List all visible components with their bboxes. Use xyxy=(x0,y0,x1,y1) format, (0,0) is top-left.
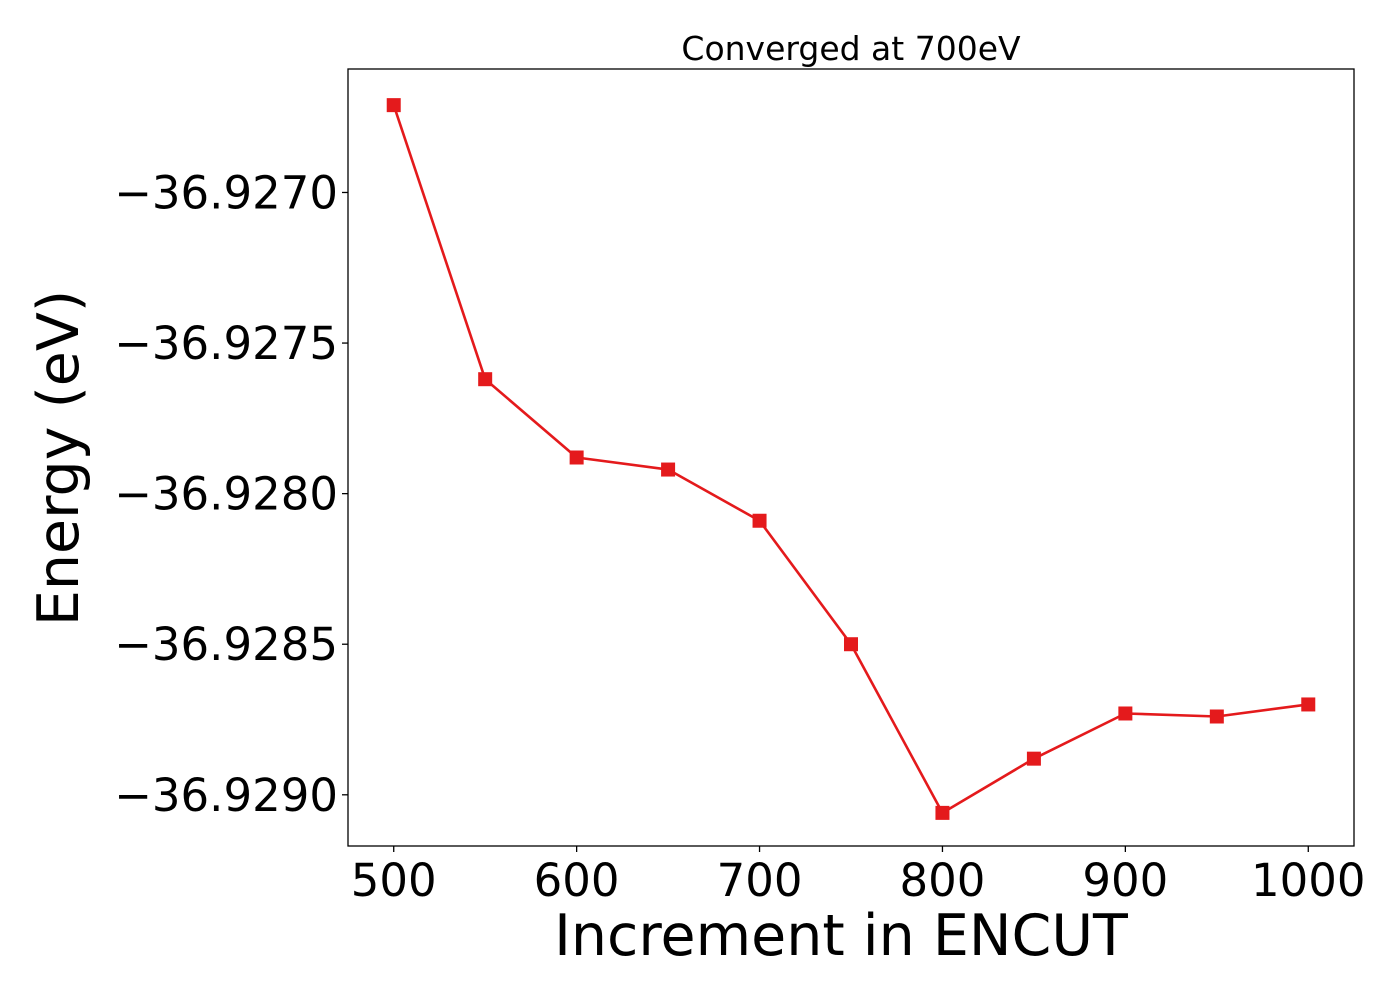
chart-title: Converged at 700eV xyxy=(681,29,1021,68)
x-tick-label: 800 xyxy=(900,854,986,907)
x-axis-label: Increment in ENCUT xyxy=(554,903,1128,969)
data-point-marker xyxy=(569,450,584,465)
series-line xyxy=(392,104,1309,815)
data-point-marker xyxy=(1026,751,1041,766)
data-point-marker xyxy=(752,513,767,528)
data-point-marker xyxy=(1209,709,1224,724)
y-axis-label: Energy (eV) xyxy=(26,290,92,626)
x-tick-label: 900 xyxy=(1082,854,1168,907)
data-point-marker xyxy=(478,372,493,387)
x-tick-label: 600 xyxy=(534,854,620,907)
y-tick-label: −36.9280 xyxy=(114,468,338,521)
data-point-marker xyxy=(1301,697,1316,712)
x-tick-label: 1000 xyxy=(1251,854,1366,907)
data-point-marker xyxy=(1118,706,1133,721)
data-point-marker xyxy=(661,462,676,477)
series-layer xyxy=(386,98,1316,820)
data-point-marker xyxy=(844,637,858,652)
x-tick-label: 700 xyxy=(717,854,803,907)
data-point-marker xyxy=(386,98,401,113)
x-tick-label: 500 xyxy=(351,854,437,907)
data-point-marker xyxy=(935,805,950,820)
plot-area xyxy=(347,68,1355,847)
x-axis: 500 600 700 800 900 1000 xyxy=(351,846,1366,907)
y-tick-label: −36.9285 xyxy=(114,618,338,671)
y-axis: −36.9290 −36.9285 −36.9280 −36.9275 −36.9270 xyxy=(114,166,348,822)
y-tick-label: −36.9275 xyxy=(114,317,338,370)
y-tick-label: −36.9290 xyxy=(114,769,338,822)
y-tick-label: −36.9270 xyxy=(114,166,338,219)
axes-frame xyxy=(347,68,1355,847)
